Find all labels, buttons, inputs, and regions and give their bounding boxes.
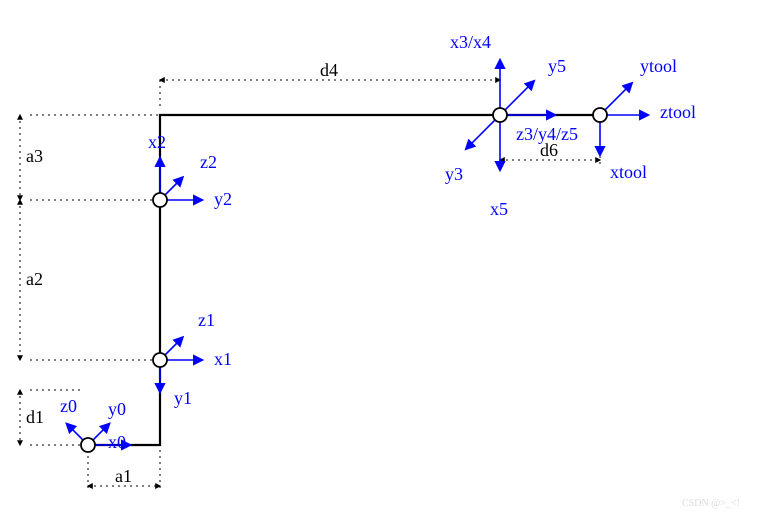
kinematics-diagram: d1a2a3a1d4d6x0y0z0x1y1z1x2y2z2x3/x4y3x5y… [0,0,762,513]
joint-jtool [593,108,607,122]
axis-label-y3: y3 [445,164,463,184]
joint-j1 [153,353,167,367]
axis-label-z0: z0 [60,396,77,416]
axis-label-x2: x2 [148,132,166,152]
joint-j345 [493,108,507,122]
joint-j2 [153,193,167,207]
axis-label-z1: z1 [198,310,215,330]
axis-label-y0: y0 [108,399,126,419]
axis-label-x3/x4: x3/x4 [450,32,491,52]
axis-label-y1: y1 [174,388,192,408]
axis-label-z2: z2 [200,152,217,172]
coordinate-frames [67,60,648,445]
dim-label-d4: d4 [320,60,338,80]
extension-lines [30,80,600,492]
dim-label-a1: a1 [115,466,132,486]
watermark: CSDN @>_<! [682,498,740,509]
robot-links [88,115,600,445]
axis-label-ytool: ytool [640,56,677,76]
dim-label-d1: d1 [26,407,44,427]
axis-label-xtool: xtool [610,162,647,182]
axis-label-z3/y4/z5: z3/y4/z5 [516,124,578,144]
dim-label-a3: a3 [26,146,43,166]
axis-label-x1: x1 [214,349,232,369]
joint-j0 [81,438,95,452]
axis-label-y2: y2 [214,189,232,209]
axis-label-x0: x0 [108,432,126,452]
axis-label-ztool: ztool [660,102,696,122]
axis-label-y5: y5 [548,56,566,76]
dim-label-a2: a2 [26,269,43,289]
axis-label-x5: x5 [490,199,508,219]
labels: d1a2a3a1d4d6x0y0z0x1y1z1x2y2z2x3/x4y3x5y… [26,32,696,486]
